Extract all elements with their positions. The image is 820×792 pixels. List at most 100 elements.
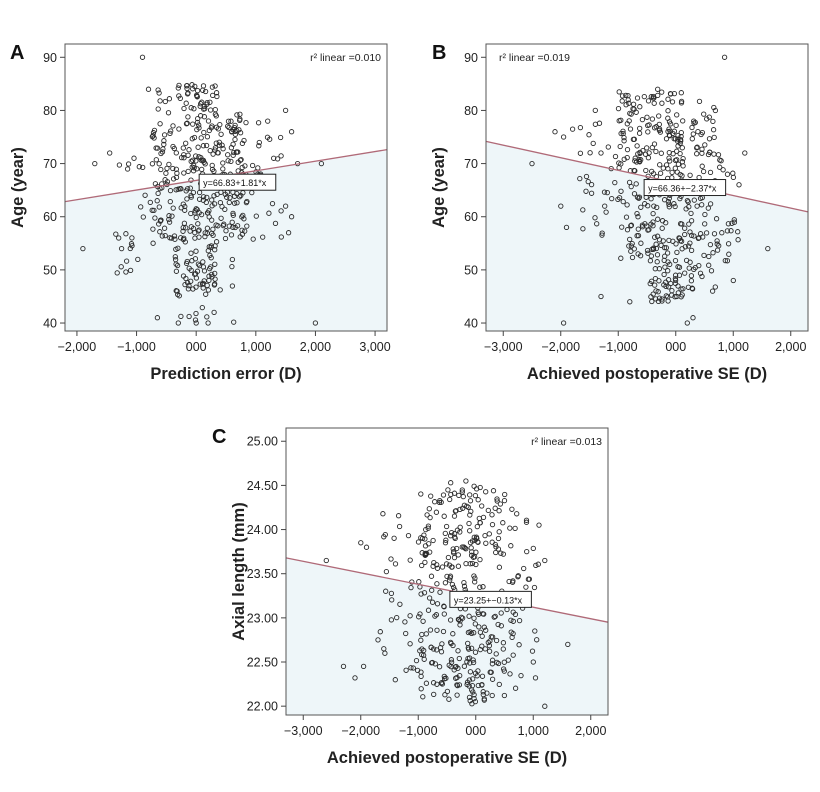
data-point	[239, 164, 245, 171]
data-point	[661, 271, 667, 278]
data-point	[278, 208, 284, 214]
data-point	[162, 177, 168, 183]
data-point	[667, 90, 674, 97]
data-point	[533, 562, 539, 569]
data-point	[203, 291, 209, 297]
data-point	[552, 129, 558, 135]
data-point	[175, 320, 181, 326]
data-point	[648, 221, 654, 227]
data-point	[523, 519, 530, 525]
y-tick-label: 70	[43, 157, 57, 171]
data-point	[468, 630, 475, 637]
data-point	[464, 503, 470, 509]
data-point	[558, 203, 564, 209]
data-point	[209, 271, 215, 278]
data-point	[671, 136, 677, 142]
data-point	[647, 258, 654, 264]
data-point	[730, 174, 737, 181]
data-point	[207, 99, 213, 105]
data-point	[140, 214, 146, 220]
data-point	[180, 201, 186, 207]
plot-frame	[285, 427, 609, 716]
data-point	[654, 259, 660, 265]
data-point	[439, 679, 445, 686]
data-point	[479, 643, 485, 649]
data-point	[704, 116, 710, 122]
data-point	[678, 294, 684, 300]
data-point	[456, 655, 462, 662]
data-point	[680, 118, 686, 124]
data-point	[628, 223, 634, 229]
data-point	[663, 162, 670, 168]
data-point	[255, 120, 262, 126]
data-point	[152, 215, 158, 221]
data-point	[253, 213, 259, 219]
data-point	[448, 640, 454, 647]
fit-equation: y=23.25+−0.13*x	[449, 590, 532, 608]
data-point	[632, 168, 638, 174]
data-point	[678, 129, 684, 136]
data-point	[183, 140, 189, 146]
y-axis-label: Age (year)	[9, 147, 27, 228]
data-point	[190, 157, 196, 163]
data-point	[232, 131, 239, 137]
data-point	[690, 315, 696, 321]
data-point	[685, 243, 692, 249]
data-point	[195, 221, 201, 227]
data-point	[229, 219, 235, 225]
data-point	[468, 508, 474, 515]
data-point	[170, 165, 176, 172]
y-tick-label: 70	[464, 157, 478, 171]
data-point	[210, 232, 216, 238]
data-point	[680, 155, 686, 162]
data-point	[441, 611, 447, 617]
data-point	[454, 692, 460, 698]
data-point	[442, 540, 449, 546]
data-point	[193, 320, 199, 326]
data-point	[426, 506, 432, 512]
data-point	[679, 145, 685, 151]
data-point	[580, 207, 586, 213]
data-point	[181, 170, 187, 176]
data-point	[124, 166, 131, 172]
data-point	[157, 98, 163, 104]
data-point	[679, 159, 686, 165]
data-point	[208, 255, 214, 261]
data-point	[455, 552, 461, 558]
data-point	[633, 181, 639, 187]
data-point	[667, 158, 673, 164]
y-tick-label: 90	[464, 51, 478, 65]
data-point	[469, 560, 476, 567]
data-point	[170, 123, 176, 129]
y-tick-label: 24.50	[247, 479, 278, 493]
data-point	[188, 105, 194, 111]
data-point	[416, 614, 422, 620]
data-point	[242, 163, 248, 169]
data-point	[391, 535, 397, 541]
data-point	[485, 507, 491, 514]
data-point	[392, 561, 399, 567]
data-point	[232, 122, 238, 129]
data-point	[429, 659, 436, 666]
data-point	[161, 132, 168, 138]
data-point	[228, 158, 234, 165]
data-point	[621, 134, 627, 141]
data-point	[467, 498, 474, 504]
data-point	[200, 83, 207, 89]
data-point	[203, 142, 210, 149]
data-point	[489, 539, 495, 545]
data-point	[450, 546, 456, 552]
data-point	[185, 168, 191, 175]
data-point	[226, 124, 232, 131]
data-point	[689, 124, 695, 131]
data-point	[200, 259, 206, 265]
data-point	[184, 83, 190, 89]
data-point	[489, 661, 496, 667]
data-point	[623, 214, 630, 220]
data-point	[288, 129, 295, 135]
data-point	[169, 213, 175, 219]
data-point	[532, 628, 538, 634]
data-point	[635, 232, 642, 239]
data-point	[665, 115, 671, 121]
data-point	[697, 270, 704, 276]
